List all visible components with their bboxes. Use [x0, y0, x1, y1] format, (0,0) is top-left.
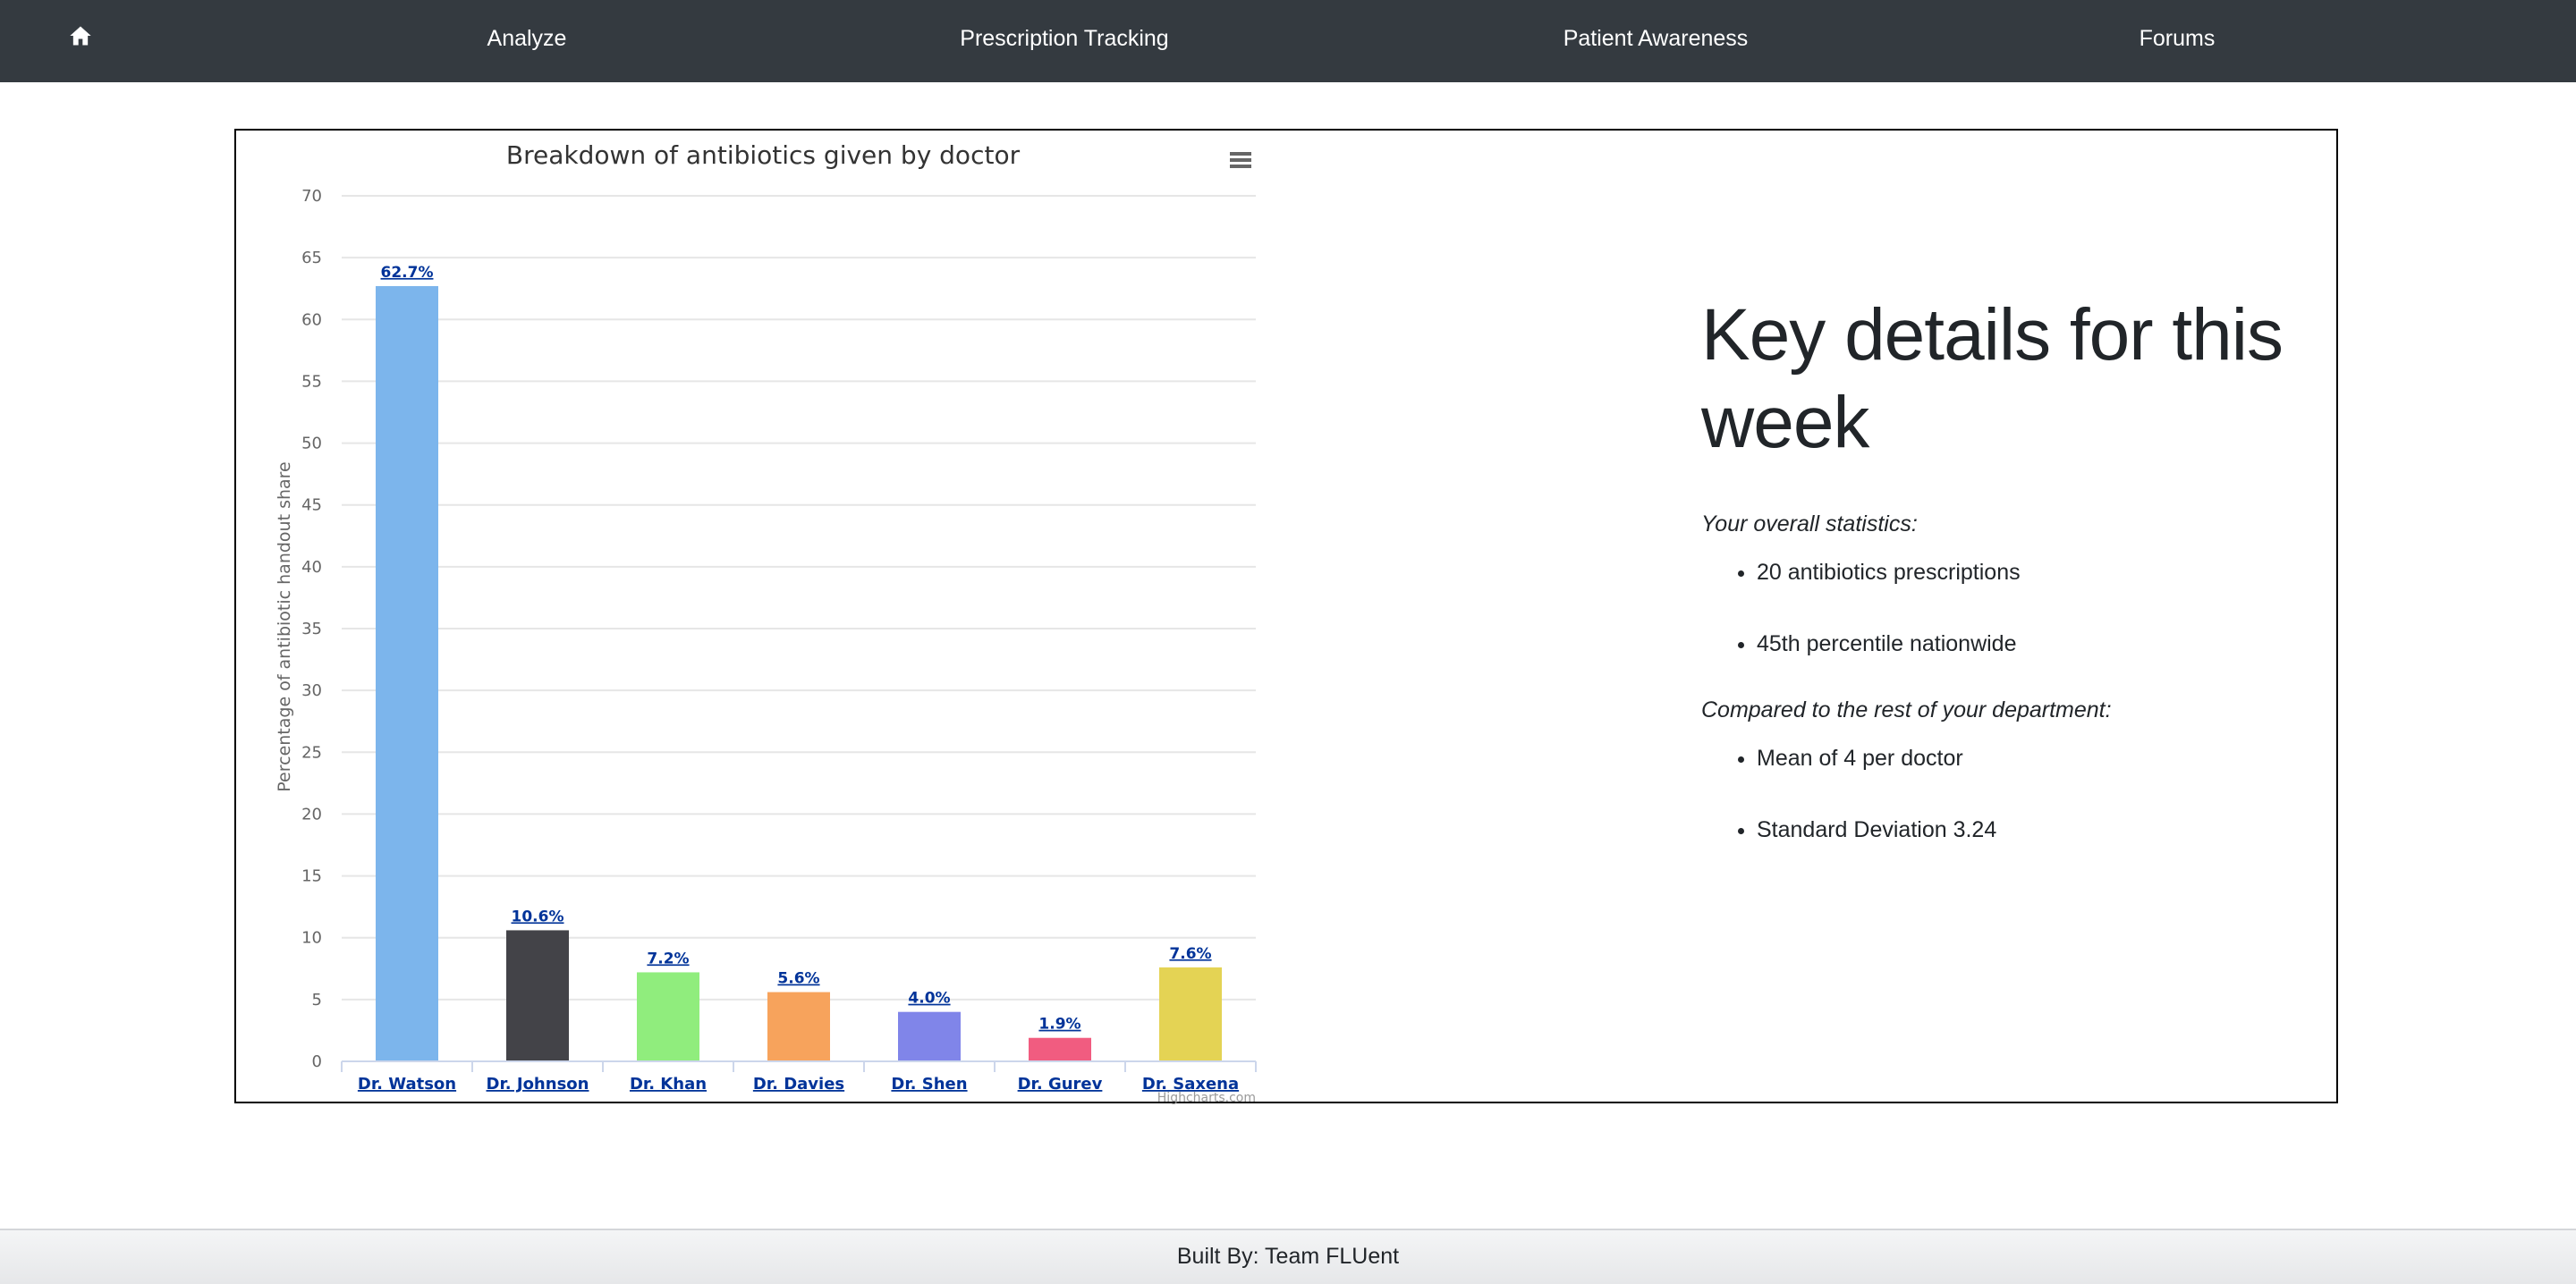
bars	[376, 285, 1222, 1061]
y-tick-label: 55	[301, 372, 322, 391]
nav-link-patient-awareness[interactable]: Patient Awareness	[1563, 26, 1749, 51]
grid-lines	[342, 195, 1256, 1001]
data-label: 1.9%	[1038, 1016, 1080, 1034]
y-tick-label: 10	[301, 929, 322, 948]
list-item: 20 antibiotics prescriptions	[1757, 558, 2327, 587]
chart-svg: Breakdown of antibiotics given by doctor…	[275, 140, 1257, 1105]
nav-link-forums[interactable]: Forums	[2139, 26, 2216, 51]
footer: Built By: Team FLUent	[0, 1229, 2576, 1284]
top-navbar: Analyze Prescription Tracking Patient Aw…	[0, 0, 2576, 82]
overall-statistics-list: 20 antibiotics prescriptions 45th percen…	[1701, 558, 2327, 658]
antibiotics-bar-chart: Breakdown of antibiotics given by doctor…	[236, 131, 1274, 1105]
department-comparison-list: Mean of 4 per doctor Standard Deviation …	[1701, 744, 2327, 844]
key-details-section: Key details for this week Your overall s…	[1701, 291, 2327, 844]
chart-credit[interactable]: Highcharts.com	[1157, 1091, 1256, 1105]
bar[interactable]	[637, 972, 699, 1061]
y-axis-label: Percentage of antibiotic handout share	[275, 461, 294, 791]
y-tick-label: 40	[301, 558, 322, 577]
category-label[interactable]: Dr. Saxena	[1142, 1075, 1239, 1094]
y-tick-label: 0	[312, 1052, 322, 1071]
department-comparison-label: Compared to the rest of your department:	[1701, 697, 2112, 722]
y-tick-label: 45	[301, 496, 322, 515]
y-tick-label: 65	[301, 249, 322, 267]
y-tick-label: 30	[301, 681, 322, 700]
y-tick-label: 25	[301, 743, 322, 762]
y-tick-label: 60	[301, 310, 322, 329]
category-label[interactable]: Dr. Davies	[753, 1075, 844, 1094]
y-tick-label: 5	[312, 991, 322, 1009]
list-item: 45th percentile nationwide	[1757, 629, 2327, 658]
category-label[interactable]: Dr. Johnson	[487, 1075, 589, 1094]
key-details-heading: Key details for this week	[1701, 294, 2284, 463]
list-item: Mean of 4 per doctor	[1757, 744, 2327, 773]
category-label[interactable]: Dr. Watson	[358, 1075, 456, 1094]
y-tick-label: 50	[301, 435, 322, 453]
data-label: 62.7%	[381, 264, 434, 282]
hamburger-menu-icon[interactable]	[1230, 152, 1251, 168]
category-label[interactable]: Dr. Gurev	[1018, 1075, 1103, 1094]
category-label[interactable]: Dr. Shen	[891, 1075, 967, 1094]
chart-title: Breakdown of antibiotics given by doctor	[506, 140, 1021, 170]
nav-link-analyze[interactable]: Analyze	[487, 26, 567, 51]
bar[interactable]	[1029, 1037, 1091, 1061]
y-tick-labels: 0 5 10 15 20 25 30 35 40 45 50 55 60 65 70	[301, 187, 322, 1071]
data-label: 5.6%	[777, 970, 819, 988]
home-icon[interactable]	[68, 23, 93, 48]
x-axis	[341, 1060, 1257, 1072]
bar[interactable]	[898, 1011, 961, 1061]
y-tick-label: 15	[301, 867, 322, 886]
category-labels: Dr. Watson Dr. Johnson Dr. Khan Dr. Davies D…	[358, 1075, 1239, 1094]
bar[interactable]	[1159, 967, 1222, 1061]
data-label: 7.6%	[1169, 945, 1211, 963]
footer-text: Built By: Team FLUent	[1176, 1244, 1400, 1269]
content-panel: Breakdown of antibiotics given by doctor…	[234, 129, 2338, 1105]
y-tick-label: 70	[301, 187, 322, 206]
nav-link-prescription-tracking[interactable]: Prescription Tracking	[960, 26, 1169, 51]
bar[interactable]	[376, 285, 438, 1061]
data-labels: 62.7% 10.6% 7.2% 5.6% 4.0% 1.9% 7.6%	[381, 264, 1212, 1034]
data-label: 7.2%	[647, 950, 689, 967]
data-label: 4.0%	[908, 990, 950, 1008]
y-tick-label: 20	[301, 805, 322, 824]
bar[interactable]	[506, 930, 569, 1061]
bar[interactable]	[767, 992, 830, 1061]
overall-statistics-label: Your overall statistics:	[1701, 511, 1918, 536]
category-label[interactable]: Dr. Khan	[630, 1075, 707, 1094]
data-label: 10.6%	[512, 908, 564, 925]
y-tick-label: 35	[301, 620, 322, 638]
list-item: Standard Deviation 3.24	[1757, 815, 2327, 844]
